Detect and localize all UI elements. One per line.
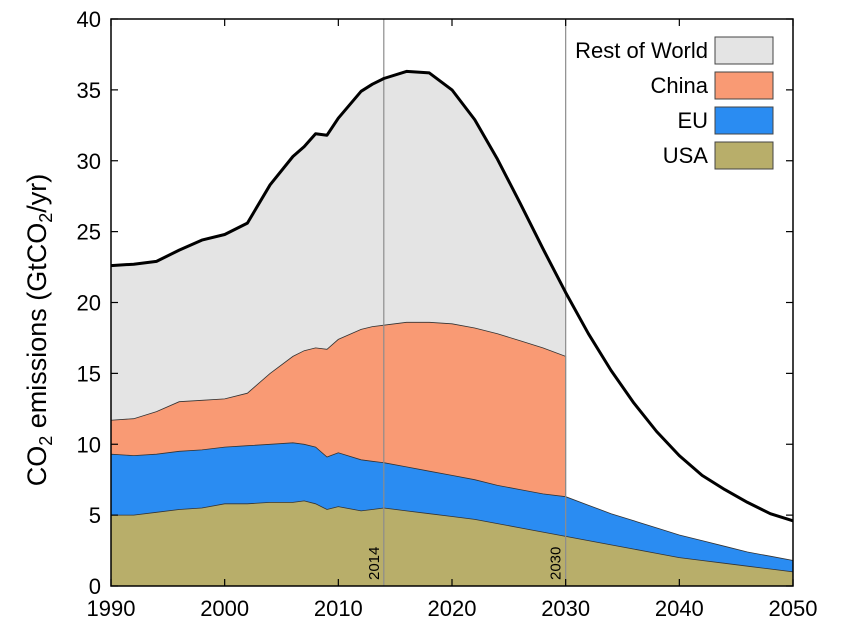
y-tick-label-35: 35 (77, 78, 101, 103)
x-tick-label-2030: 2030 (541, 596, 590, 621)
area-usa (110, 500, 794, 587)
legend-swatch-eu (714, 106, 774, 135)
legend-swatch-rest-of-world (714, 36, 774, 65)
stacked-areas (110, 71, 794, 587)
legend-label-rest-of-world: Rest of World (575, 38, 708, 63)
y-tick-label-10: 10 (77, 432, 101, 457)
y-tick-label-40: 40 (77, 7, 101, 32)
y-tick-label-0: 0 (89, 574, 101, 599)
y-tick-label-25: 25 (77, 220, 101, 245)
legend-swatch-usa (714, 141, 774, 170)
y-tick-label-5: 5 (89, 503, 101, 528)
legend-label-usa: USA (663, 143, 709, 168)
x-axis-ticks: 1990 2000 2010 2020 2030 2040 2050 (87, 19, 818, 621)
x-tick-label-2050: 2050 (769, 596, 818, 621)
reference-label-2030: 2030 (548, 547, 565, 580)
legend-swatch-china (714, 71, 774, 100)
legend-label-china: China (651, 73, 709, 98)
total-line (110, 69, 794, 523)
x-tick-label-2000: 2000 (200, 596, 249, 621)
y-tick-label-20: 20 (77, 291, 101, 316)
x-tick-label-2020: 2020 (428, 596, 477, 621)
reference-lines: 2014 2030 (366, 19, 567, 586)
y-axis-ticks: 0 5 10 15 20 25 30 35 40 (77, 7, 793, 599)
y-tick-label-30: 30 (77, 149, 101, 174)
legend-label-eu: EU (677, 108, 708, 133)
x-tick-label-1990: 1990 (87, 596, 136, 621)
reference-label-2014: 2014 (366, 547, 383, 580)
x-tick-label-2040: 2040 (655, 596, 704, 621)
y-tick-label-15: 15 (77, 361, 101, 386)
y-axis-title: CO2 emissions (GtCO2/yr) (22, 174, 56, 487)
legend: Rest of World China EU USA (575, 36, 774, 170)
x-tick-label-2010: 2010 (314, 596, 363, 621)
total-emissions-line (110, 69, 794, 523)
